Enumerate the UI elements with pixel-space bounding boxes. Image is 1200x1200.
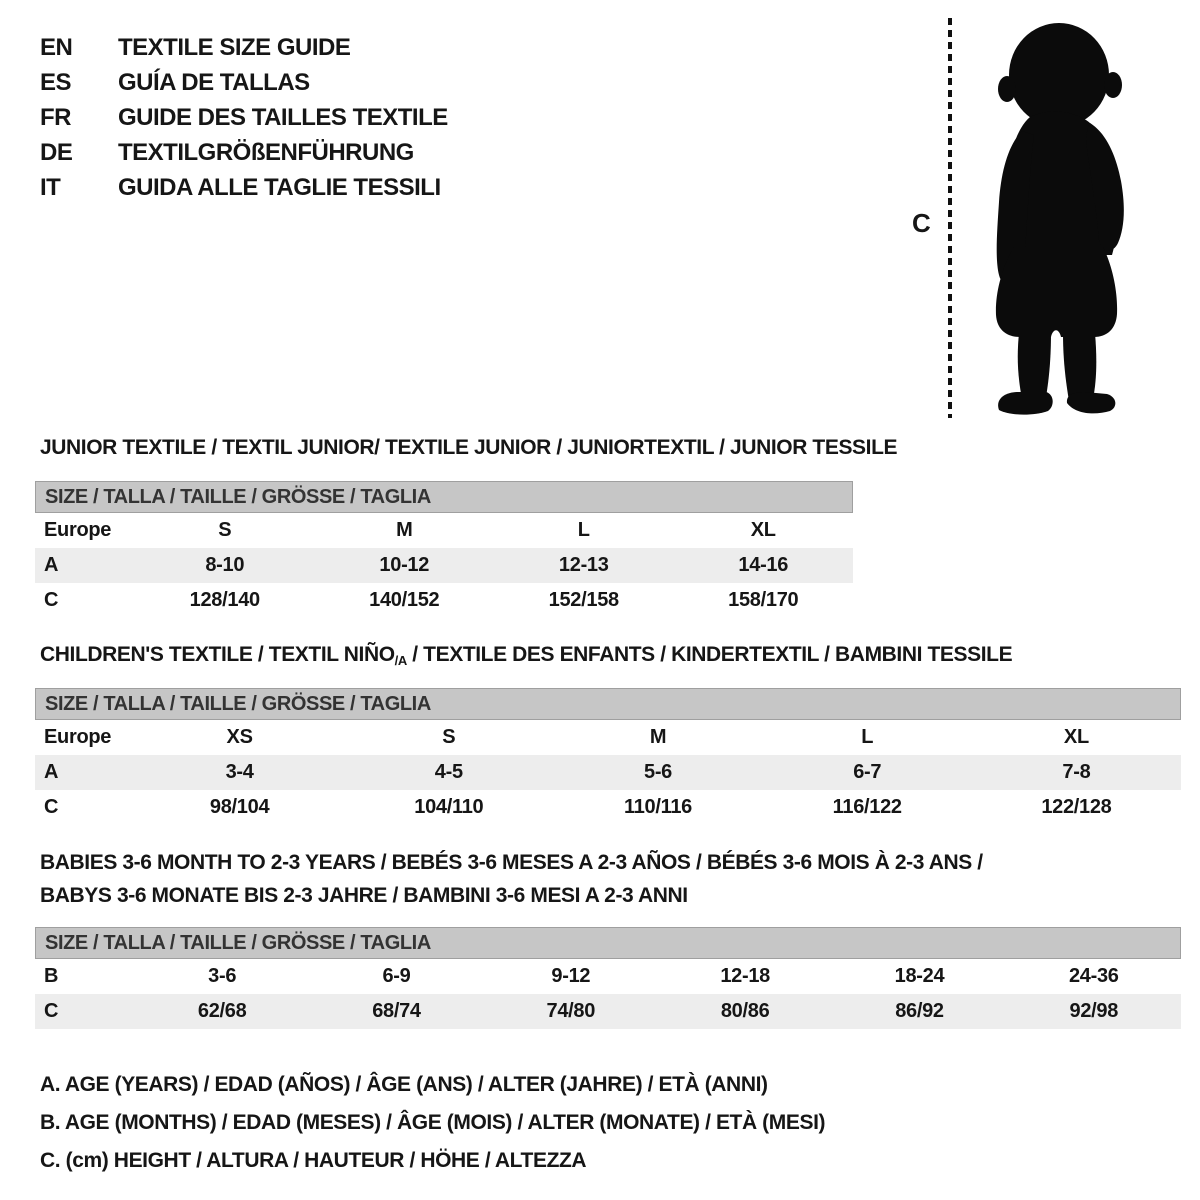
table-rows: Europe XS S M L XL A 3-4 4-5 5-6 6-7 7-8… bbox=[35, 720, 1181, 825]
table-cell: 12-18 bbox=[720, 965, 770, 987]
size-header-bar: SIZE / TALLA / TAILLE / GRÖSSE / TAGLIA bbox=[35, 688, 1181, 720]
table-cell: 6-7 bbox=[853, 761, 882, 783]
language-code: ES bbox=[40, 68, 72, 96]
size-header-bar: SIZE / TALLA / TAILLE / GRÖSSE / TAGLIA bbox=[35, 927, 1181, 959]
guide-title: TEXTILE SIZE GUIDE bbox=[118, 33, 351, 61]
table-cell: 7-8 bbox=[1062, 761, 1091, 783]
table-cell: 4-5 bbox=[434, 761, 463, 783]
row-label: C bbox=[44, 796, 59, 818]
table-row-europe: Europe XS S M L XL bbox=[35, 720, 1181, 755]
section-heading-junior: JUNIOR TEXTILE / TEXTIL JUNIOR/ TEXTILE … bbox=[40, 436, 898, 459]
table-row-months: B 3-6 6-9 9-12 12-18 18-24 24-36 bbox=[35, 959, 1181, 994]
legend-line-c: C. (cm) HEIGHT / ALTURA / HAUTEUR / HÖHE… bbox=[40, 1149, 587, 1172]
table-row-height: C 62/68 68/74 74/80 80/86 86/92 92/98 bbox=[35, 994, 1181, 1029]
table-cell: S bbox=[218, 519, 232, 541]
table-row-age: A 8-10 10-12 12-13 14-16 bbox=[35, 548, 853, 583]
legend-line-b: B. AGE (MONTHS) / EDAD (MESES) / ÂGE (MO… bbox=[40, 1111, 826, 1134]
legend: A. AGE (YEARS) / EDAD (AÑOS) / ÂGE (ANS)… bbox=[40, 1066, 826, 1180]
table-rows: Europe S M L XL A 8-10 10-12 12-13 14-16… bbox=[35, 513, 853, 618]
table-cell: 104/110 bbox=[414, 796, 484, 818]
table-cell: 92/98 bbox=[1069, 1000, 1119, 1022]
row-label: C bbox=[44, 589, 59, 611]
table-cell: L bbox=[861, 726, 874, 748]
guide-title: GUÍA DE TALLAS bbox=[118, 68, 310, 96]
language-row-fr: FR GUIDE DES TAILLES TEXTILE bbox=[40, 100, 448, 135]
section-heading-babies: BABIES 3-6 MONTH TO 2-3 YEARS / BEBÉS 3-… bbox=[40, 846, 983, 912]
row-label: Europe bbox=[44, 519, 112, 541]
table-cell: 80/86 bbox=[720, 1000, 770, 1022]
row-label: A bbox=[44, 554, 59, 576]
table-row-age: A 3-4 4-5 5-6 6-7 7-8 bbox=[35, 755, 1181, 790]
guide-title: GUIDE DES TAILLES TEXTILE bbox=[118, 103, 448, 131]
guide-title: TEXTILGRÖßENFÜHRUNG bbox=[118, 138, 414, 166]
table-cell: 8-10 bbox=[205, 554, 245, 576]
language-row-it: IT GUIDA ALLE TAGLIE TESSILI bbox=[40, 170, 448, 205]
table-cell: M bbox=[396, 519, 413, 541]
table-cell: 110/116 bbox=[624, 796, 692, 818]
table-cell: 12-13 bbox=[558, 554, 609, 576]
row-label: A bbox=[44, 761, 59, 783]
table-cell: 122/128 bbox=[1041, 796, 1112, 818]
table-cell: 86/92 bbox=[895, 1000, 944, 1022]
table-cell: S bbox=[442, 726, 456, 748]
table-cell: 98/104 bbox=[209, 796, 270, 818]
table-cell: 128/140 bbox=[189, 589, 261, 611]
language-title-list: EN TEXTILE SIZE GUIDE ES GUÍA DE TALLAS … bbox=[40, 30, 448, 205]
language-code: IT bbox=[40, 173, 61, 201]
table-cell: 140/152 bbox=[369, 589, 440, 611]
table-cell: 10-12 bbox=[379, 554, 430, 576]
figure-height-label: C bbox=[912, 208, 931, 238]
language-code: DE bbox=[40, 138, 73, 166]
table-cell: 152/158 bbox=[548, 589, 620, 611]
table-cell: XL bbox=[750, 519, 776, 541]
children-size-table: SIZE / TALLA / TAILLE / GRÖSSE / TAGLIA … bbox=[35, 688, 1181, 825]
language-code: EN bbox=[40, 33, 73, 61]
table-cell: 9-12 bbox=[551, 965, 591, 987]
table-row-height: C 128/140 140/152 152/158 158/170 bbox=[35, 583, 853, 618]
heading-subscript: /A bbox=[394, 653, 408, 668]
table-cell: M bbox=[649, 726, 667, 748]
table-cell: 62/68 bbox=[197, 1000, 247, 1022]
table-cell: 5-6 bbox=[644, 761, 673, 783]
table-cell: 74/80 bbox=[546, 1000, 596, 1022]
table-rows: B 3-6 6-9 9-12 12-18 18-24 24-36 C 62/68… bbox=[35, 959, 1181, 1029]
table-cell: 3-6 bbox=[208, 965, 237, 987]
size-header-bar: SIZE / TALLA / TAILLE / GRÖSSE / TAGLIA bbox=[35, 481, 853, 513]
section-heading-children: CHILDREN'S TEXTILE / TEXTIL NIÑO/A / TEX… bbox=[40, 643, 1013, 668]
heading-line-1: BABIES 3-6 MONTH TO 2-3 YEARS / BEBÉS 3-… bbox=[40, 851, 983, 874]
row-label: Europe bbox=[44, 726, 112, 748]
height-measure-dashed-line bbox=[948, 18, 952, 418]
table-cell: 24-36 bbox=[1068, 965, 1119, 987]
heading-line-2: BABYS 3-6 MONATE BIS 2-3 JAHRE / BAMBINI… bbox=[40, 884, 688, 907]
heading-text: / TEXTILE DES ENFANTS / KINDERTEXTIL / B… bbox=[406, 643, 1013, 666]
row-label: B bbox=[44, 965, 59, 987]
table-row-europe: Europe S M L XL bbox=[35, 513, 853, 548]
row-label: C bbox=[44, 1000, 59, 1022]
table-cell: 18-24 bbox=[894, 965, 945, 987]
table-cell: 158/170 bbox=[728, 589, 799, 611]
table-cell: 116/122 bbox=[832, 796, 902, 818]
language-row-en: EN TEXTILE SIZE GUIDE bbox=[40, 30, 448, 65]
legend-line-a: A. AGE (YEARS) / EDAD (AÑOS) / ÂGE (ANS)… bbox=[40, 1073, 768, 1096]
table-cell: 3-4 bbox=[225, 761, 254, 783]
table-row-height: C 98/104 104/110 110/116 116/122 122/128 bbox=[35, 790, 1181, 825]
table-cell: 68/74 bbox=[372, 1000, 421, 1022]
toddler-silhouette-icon bbox=[995, 23, 1124, 415]
guide-title: GUIDA ALLE TAGLIE TESSILI bbox=[118, 173, 441, 201]
table-cell: XS bbox=[226, 726, 253, 748]
language-row-es: ES GUÍA DE TALLAS bbox=[40, 65, 448, 100]
language-code: FR bbox=[40, 103, 72, 131]
table-cell: 6-9 bbox=[382, 965, 411, 987]
table-cell: L bbox=[577, 519, 590, 541]
table-cell: XL bbox=[1063, 726, 1089, 748]
babies-size-table: SIZE / TALLA / TAILLE / GRÖSSE / TAGLIA … bbox=[35, 927, 1181, 1029]
junior-size-table: SIZE / TALLA / TAILLE / GRÖSSE / TAGLIA … bbox=[35, 481, 853, 618]
language-row-de: DE TEXTILGRÖßENFÜHRUNG bbox=[40, 135, 448, 170]
heading-text: CHILDREN'S TEXTILE / TEXTIL NIÑO bbox=[40, 643, 395, 666]
table-cell: 14-16 bbox=[738, 554, 789, 576]
